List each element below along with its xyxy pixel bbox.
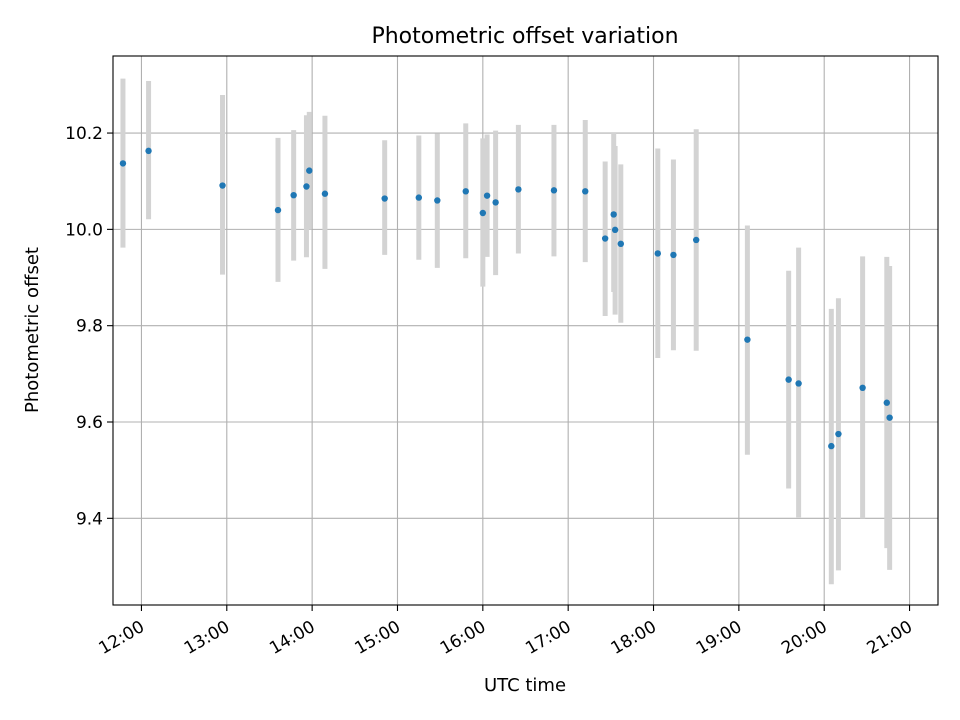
- x-tick-label: 15:00: [352, 617, 404, 659]
- data-point: [434, 197, 441, 204]
- x-tick-label: 13:00: [181, 617, 233, 659]
- y-tick-label: 9.8: [76, 317, 103, 337]
- data-point: [601, 235, 609, 242]
- data-point: [654, 250, 661, 257]
- data-point: [492, 199, 499, 206]
- x-tick-label: 19:00: [693, 617, 745, 659]
- data-point: [290, 191, 297, 199]
- data-point: [550, 187, 558, 194]
- x-tick-label: 18:00: [608, 617, 660, 659]
- x-tick-label: 20:00: [778, 617, 830, 659]
- data-point: [828, 442, 835, 450]
- data-point: [479, 209, 487, 217]
- x-tick-label: 17:00: [522, 617, 574, 659]
- data-point: [670, 251, 677, 259]
- data-point: [219, 182, 226, 189]
- x-tick-label: 21:00: [864, 617, 916, 659]
- data-point: [306, 167, 313, 174]
- y-tick-label: 9.6: [76, 413, 103, 433]
- data-point: [744, 336, 751, 343]
- y-tick-label: 10.0: [65, 220, 103, 240]
- error-bars: [120, 78, 893, 585]
- data-point: [515, 186, 522, 193]
- data-point: [582, 188, 589, 195]
- data-point: [795, 380, 802, 387]
- y-tick-label: 9.4: [76, 509, 103, 529]
- data-point: [321, 190, 329, 197]
- data-point: [859, 384, 866, 392]
- data-point: [145, 147, 152, 155]
- data-point: [274, 206, 282, 214]
- x-axis-label: UTC time: [484, 675, 566, 696]
- y-tick-label: 10.2: [65, 124, 103, 144]
- data-point: [415, 194, 423, 201]
- data-point: [119, 160, 127, 167]
- data-point: [303, 183, 310, 190]
- data-point: [886, 414, 893, 421]
- data-point: [610, 211, 617, 218]
- data-point: [462, 188, 469, 195]
- y-axis-label: Photometric offset: [22, 247, 43, 413]
- data-point: [835, 430, 842, 438]
- x-tick-label: 16:00: [437, 617, 489, 659]
- data-point: [611, 226, 619, 234]
- x-tick-label: 14:00: [266, 617, 318, 659]
- data-point: [381, 195, 388, 202]
- data-point: [785, 376, 792, 383]
- data-point: [617, 240, 625, 248]
- chart-title: Photometric offset variation: [371, 24, 678, 49]
- data-point: [483, 192, 491, 199]
- data-point: [692, 236, 700, 244]
- data-point: [883, 399, 890, 406]
- x-tick-label: 12:00: [96, 617, 148, 659]
- data-points: [119, 147, 893, 450]
- plot-frame: [112, 55, 939, 606]
- grid: [113, 56, 938, 605]
